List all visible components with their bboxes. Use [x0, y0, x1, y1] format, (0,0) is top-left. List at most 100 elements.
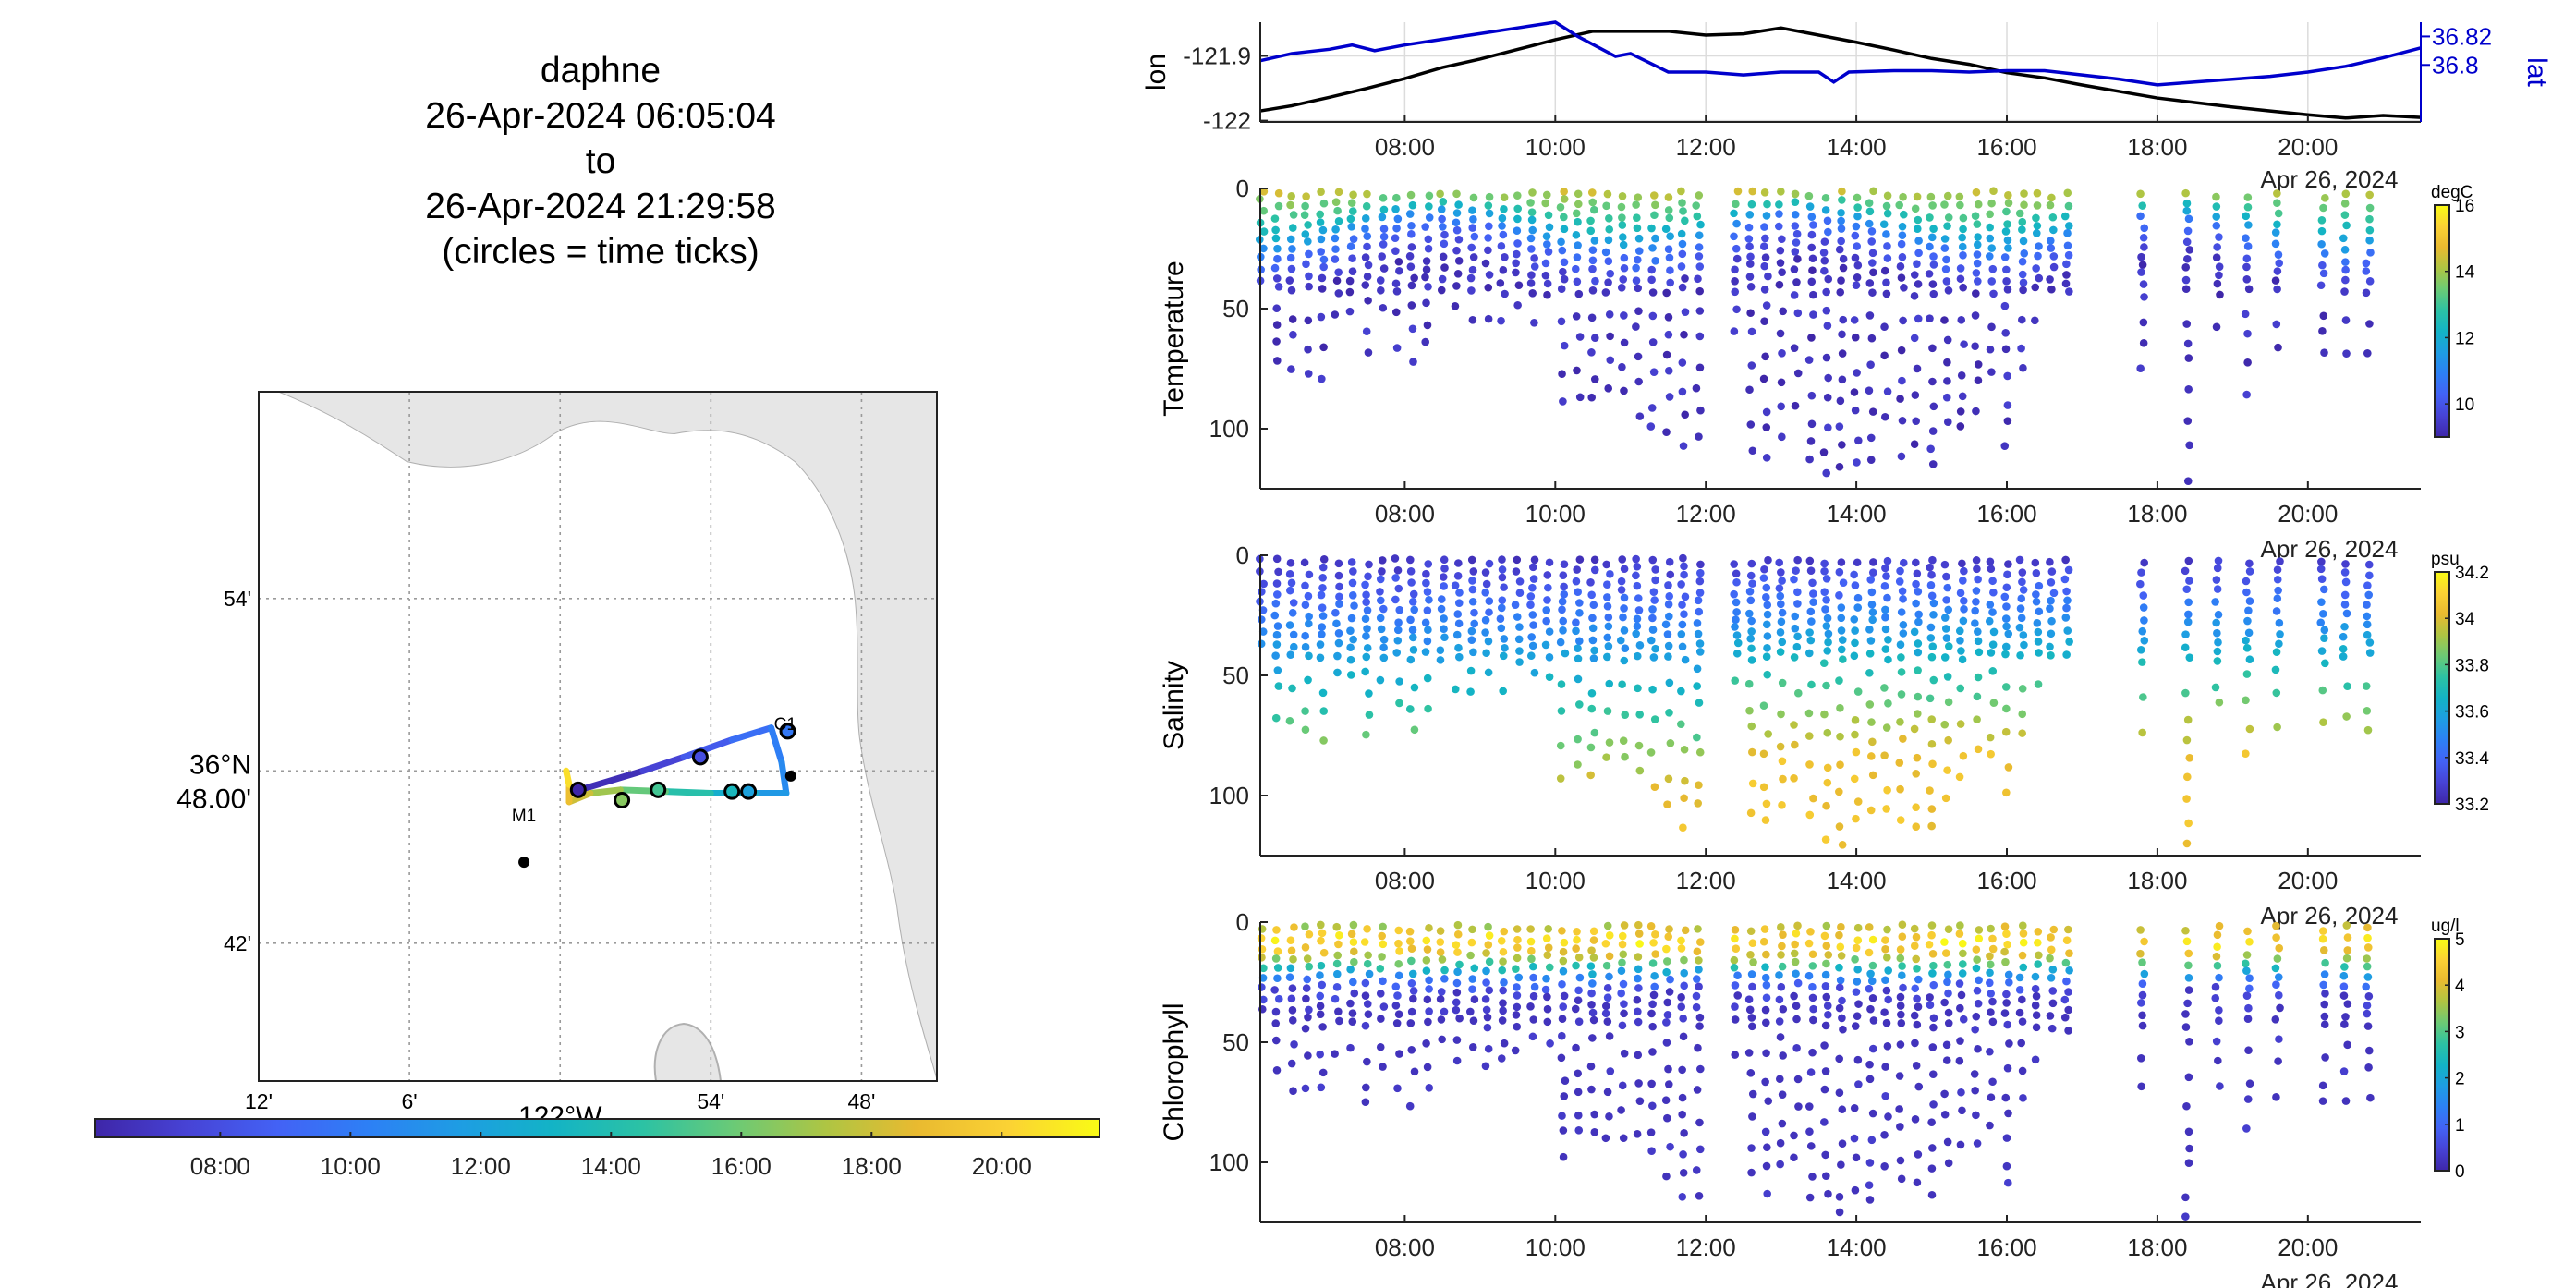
chlorophyll-section-sample	[1437, 988, 1446, 996]
salinity-section-sample	[1258, 588, 1266, 596]
temperature-section-sample	[2064, 201, 2073, 211]
salinity-section-sample	[1776, 742, 1785, 751]
salinity-section-sample	[1271, 651, 1280, 660]
salinity-section-sample	[1346, 655, 1355, 664]
salinity-section-sample	[1620, 656, 1629, 665]
temperature-section-sample	[1986, 223, 1994, 232]
chlorophyll-section-sample	[1650, 971, 1659, 980]
salinity-section-sample	[1759, 749, 1768, 759]
chlorophyll-section-sample	[2138, 958, 2146, 967]
chlorophyll-section-colorbar-label: 4	[2455, 977, 2465, 996]
salinity-section-sample	[1606, 570, 1614, 578]
chlorophyll-section-sample	[1485, 931, 1494, 940]
salinity-section-sample	[1764, 730, 1772, 738]
temperature-section-sample	[1559, 397, 1567, 406]
chlorophyll-section-sample	[1589, 954, 1598, 962]
chlorophyll-section-sample	[2138, 1021, 2147, 1030]
chlorophyll-section-sample	[2275, 943, 2284, 953]
chlorophyll-section-sample	[2002, 990, 2011, 999]
salinity-section-sample	[1822, 622, 1831, 630]
temperature-section-sample	[1762, 407, 1771, 417]
temperature-section-sample	[2365, 236, 2374, 245]
chlorophyll-section-sample	[1677, 993, 1685, 1002]
salinity-section-sample	[2363, 707, 2372, 715]
salinity-section-sample	[1895, 577, 1904, 586]
salinity-section-sample	[1542, 606, 1551, 614]
chlorophyll-section-sample	[1988, 944, 1998, 954]
salinity-section-sample	[1470, 608, 1478, 617]
salinity-section-sample	[2032, 590, 2040, 599]
chlorophyll-section-sample	[1776, 1138, 1785, 1148]
salinity-section-sample	[1821, 835, 1830, 844]
chlorophyll-section-sample	[1865, 1159, 1875, 1167]
temperature-section-sample	[1333, 206, 1342, 215]
temperature-section-sample	[1543, 290, 1551, 299]
chlorophyll-section-sample	[1318, 1023, 1327, 1031]
chlorophyll-section-sample	[1467, 938, 1476, 947]
temperature-section-sample	[1879, 220, 1889, 229]
chlorophyll-section-sample	[1838, 1139, 1847, 1148]
chlorophyll-section-sample	[2271, 964, 2280, 973]
salinity-section-sample	[1986, 601, 1995, 609]
salinity-section-sample	[1497, 624, 1506, 633]
salinity-section-sample	[1451, 685, 1460, 694]
salinity-section-sample	[2046, 604, 2054, 613]
salinity-section-sample	[2015, 555, 2024, 565]
chlorophyll-section-sample	[1361, 978, 1370, 988]
chlorophyll-section-sample	[1987, 1008, 1995, 1016]
salinity-section-sample	[1335, 600, 1343, 609]
temperature-section-sample	[1943, 358, 1951, 367]
temperature-section-sample	[2063, 188, 2072, 198]
salinity-section-sample	[1793, 588, 1802, 597]
temperature-section-sample	[1822, 306, 1831, 315]
temperature-section-sample	[1556, 203, 1565, 212]
temperature-section-sample	[1651, 200, 1659, 210]
chlorophyll-section-sample	[1865, 984, 1874, 993]
chlorophyll-section-sample	[1678, 1093, 1687, 1102]
temperature-section-sample	[2017, 344, 2025, 353]
salinity-section-sample	[1481, 628, 1489, 637]
chlorophyll-section-sample	[2363, 923, 2372, 932]
temperature-section-sample	[1807, 419, 1817, 429]
track-segment	[728, 724, 775, 744]
temperature-section-sample	[1439, 223, 1447, 231]
chlorophyll-section-sample	[1678, 1110, 1686, 1119]
temperature-section-sample	[1647, 404, 1657, 412]
chlorophyll-section-sample	[1896, 1123, 1904, 1131]
temperature-section-sample	[1376, 276, 1385, 285]
temperature-section-sample	[2062, 260, 2071, 269]
temperature-section-sample	[1560, 341, 1569, 350]
temperature-section-sample	[1379, 205, 1389, 214]
chlorophyll-section-sample	[1761, 963, 1769, 971]
salinity-section-sample	[1574, 735, 1582, 744]
temperature-section-sample	[1850, 316, 1859, 324]
chlorophyll-section-sample	[1820, 931, 1829, 941]
chlorophyll-section-sample	[1695, 1022, 1704, 1030]
temperature-section-sample	[1588, 198, 1598, 207]
salinity-section-sample	[1574, 654, 1583, 663]
temperature-section-sample	[1345, 287, 1355, 297]
salinity-section-sample	[1575, 637, 1584, 646]
temperature-section-sample	[1777, 378, 1786, 387]
salinity-section-sample	[1572, 577, 1581, 586]
chlorophyll-section-sample	[1405, 937, 1415, 945]
chlorophyll-section-sample	[1290, 1039, 1298, 1049]
temperature-section-sample	[2242, 254, 2252, 263]
chlorophyll-section-sample	[2318, 927, 2327, 935]
chlorophyll-section-sample	[1759, 937, 1768, 946]
salinity-section-sample	[1747, 644, 1756, 653]
temperature-section-sample	[1484, 246, 1492, 255]
chlorophyll-section-sample	[1438, 955, 1447, 964]
salinity-section-sample	[2213, 647, 2222, 656]
salinity-section-sample	[1421, 648, 1430, 656]
temperature-section-sample	[1973, 220, 1982, 228]
temperature-section-sample	[1883, 191, 1892, 200]
chlorophyll-section-sample	[2320, 1020, 2329, 1029]
temperature-section-sample	[2319, 203, 2327, 213]
temperature-section-sample	[1747, 361, 1756, 370]
chlorophyll-section-sample	[1379, 922, 1387, 931]
chlorophyll-section-sample	[1929, 1100, 1938, 1109]
salinity-section-sample	[2065, 638, 2073, 646]
temperature-section-sample	[1604, 236, 1613, 245]
salinity-section-sample	[2002, 788, 2011, 797]
